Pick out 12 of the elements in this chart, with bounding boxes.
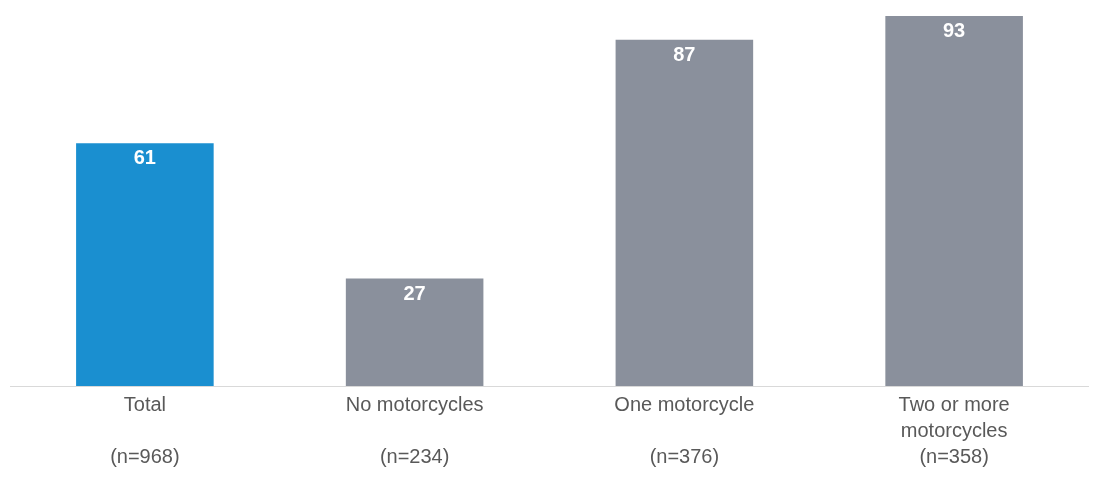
data-label: 87: [673, 42, 696, 65]
data-label: 27: [403, 281, 426, 304]
data-label: 93: [943, 18, 966, 41]
bar: [885, 15, 1023, 386]
data-label: 61: [133, 146, 156, 169]
bar: [345, 278, 484, 386]
bar: [76, 143, 214, 386]
x-tick-label: Two or more motorcycles (n=358): [898, 393, 1010, 467]
category-label: One motorcycle (n=376): [614, 393, 755, 467]
category-label: Total (n=968): [110, 393, 180, 467]
category-label: No motorcycles (n=234): [345, 393, 484, 467]
bar: [615, 39, 754, 386]
